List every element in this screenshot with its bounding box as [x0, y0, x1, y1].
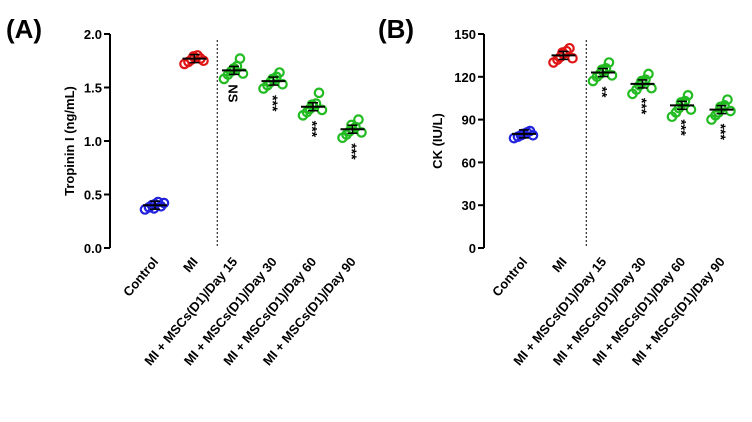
significance-label: *** [304, 121, 320, 138]
data-point [306, 99, 318, 110]
y-tick-label: 1.5 [84, 81, 102, 96]
x-tick-label: Control [120, 254, 161, 299]
y-tick-label: 1.0 [84, 134, 102, 149]
significance-label: *** [265, 95, 281, 112]
data-point [527, 129, 539, 141]
data-point [715, 101, 726, 113]
data-point [722, 94, 733, 105]
data-point [643, 68, 654, 80]
data-point [158, 197, 170, 209]
significance-label: *** [713, 124, 729, 141]
data-point [646, 82, 657, 94]
data-point [682, 90, 694, 101]
significance-label: *** [673, 119, 689, 136]
y-axis-title: CK (IU/L) [430, 113, 445, 169]
data-point [685, 104, 697, 115]
y-tick-label: 0.0 [84, 241, 102, 256]
x-tick-label: MI [549, 254, 570, 275]
y-tick-label: 60 [462, 155, 476, 170]
y-tick-label: 0 [469, 241, 476, 256]
data-point [675, 97, 687, 108]
data-point [188, 51, 199, 62]
significance-label: *** [344, 143, 360, 160]
data-point [636, 75, 647, 87]
y-tick-label: 150 [454, 27, 476, 42]
y-axis-title: Tropinin I (ng/mL) [62, 86, 77, 196]
significance-label: *** [634, 98, 650, 115]
data-point [596, 64, 608, 75]
panel-letter: (A) [6, 14, 42, 44]
data-point [725, 105, 736, 117]
y-tick-label: 120 [454, 70, 476, 85]
data-point [274, 67, 285, 78]
x-tick-label: MI [180, 254, 201, 275]
data-point [267, 73, 278, 85]
y-tick-label: 30 [462, 198, 476, 213]
data-point [603, 57, 615, 68]
significance-label: ** [594, 87, 610, 98]
data-point [313, 87, 325, 99]
significance-label: NS [226, 84, 241, 102]
data-point [234, 53, 246, 64]
data-point [353, 114, 364, 125]
x-tick-label: Control [489, 254, 530, 299]
data-point [557, 47, 568, 58]
y-tick-label: 0.5 [84, 188, 102, 203]
data-point [198, 55, 209, 67]
y-tick-label: 90 [462, 113, 476, 128]
data-point [567, 52, 578, 64]
chart-panel-1: (A) 0.0 0.5 1.0 1.5 2.0 Tropinin I (ng/mL) Cont… [6, 14, 367, 368]
y-tick-label: 2.0 [84, 27, 102, 42]
data-point [606, 70, 618, 81]
panel-letter: (B) [378, 14, 414, 44]
